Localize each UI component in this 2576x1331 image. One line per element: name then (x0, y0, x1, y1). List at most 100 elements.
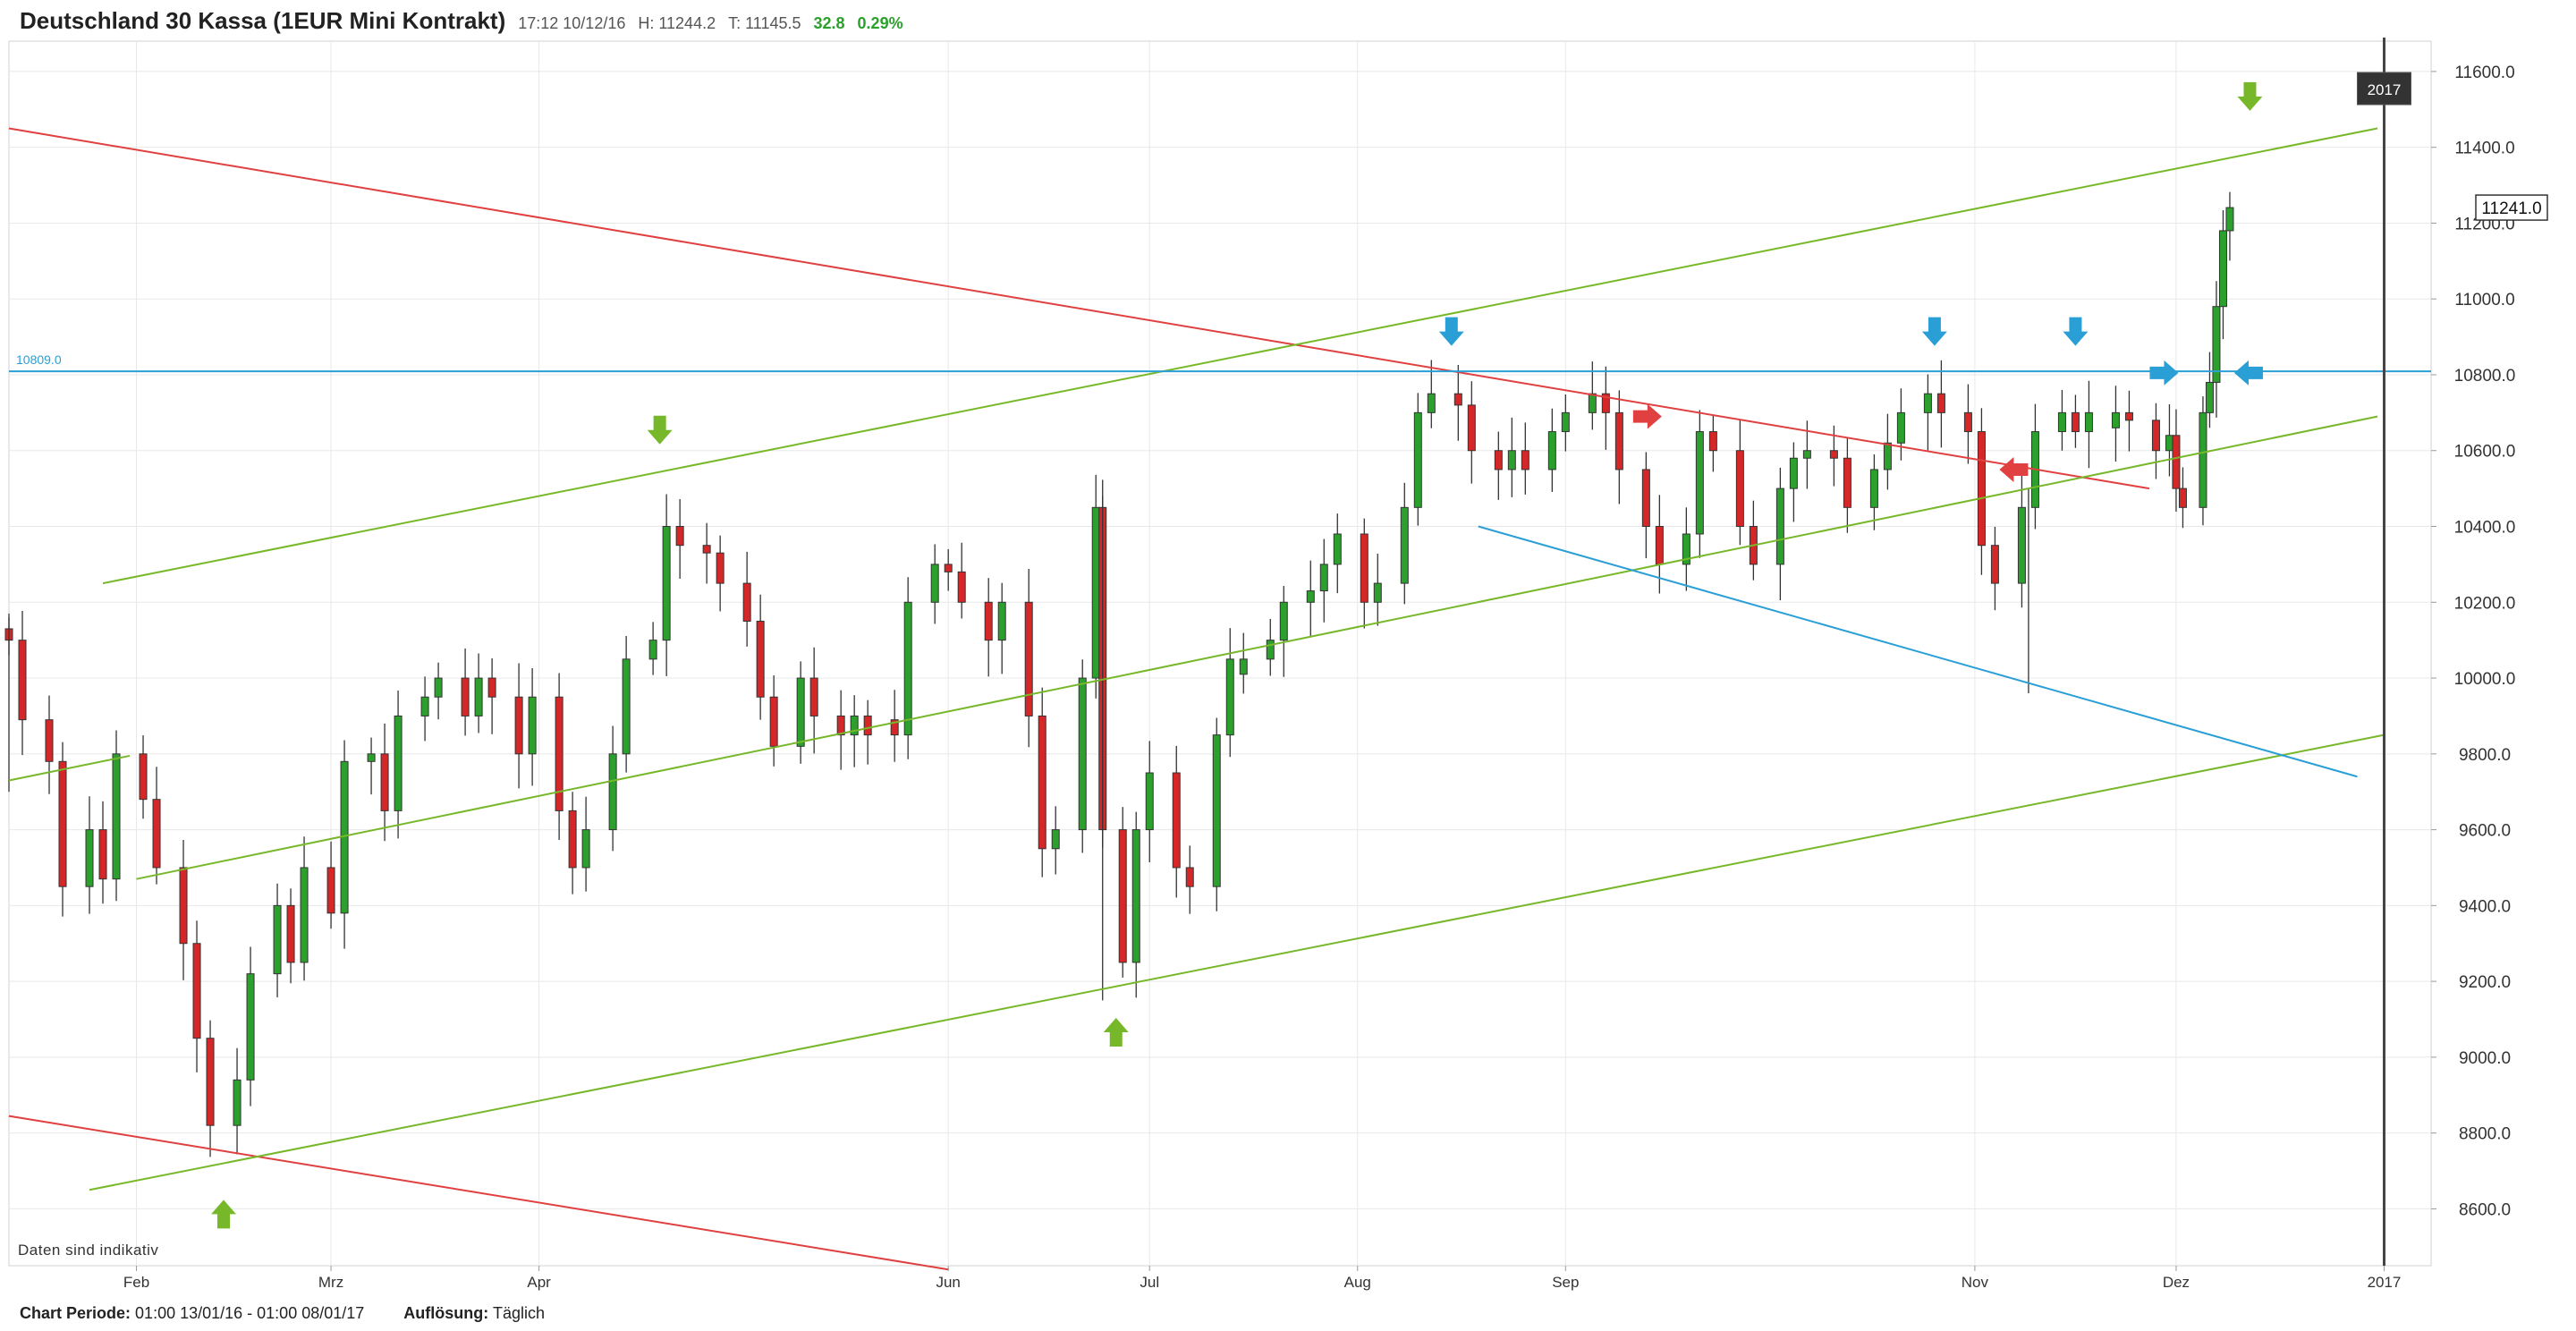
candle-body (2124, 411, 2133, 421)
year-marker-box (2356, 72, 2411, 106)
candle-body (1333, 533, 1342, 565)
candle-body (756, 620, 765, 698)
candle-body (903, 601, 912, 736)
candle-body (675, 526, 684, 547)
candle-body (1306, 590, 1315, 603)
quote-low: T: 11145.5 (728, 14, 801, 32)
x-tick-label: Dez (2163, 1274, 2190, 1291)
candle-body (1145, 772, 1154, 831)
candle-body (1467, 404, 1476, 452)
candle-body (152, 799, 161, 869)
plot-area (8, 40, 2432, 1267)
chart-header: Deutschland 30 Kassa (1EUR Mini Kontrakt… (20, 7, 903, 39)
y-tick-label: 9600.0 (2459, 822, 2511, 841)
candle-body (85, 829, 94, 887)
candle-body (1789, 457, 1798, 489)
candle-body (1118, 829, 1127, 963)
candle-body (1883, 442, 1892, 471)
candle-body (2212, 306, 2221, 383)
candle-body (1078, 677, 1087, 831)
candle-body (1655, 526, 1664, 565)
candle-body (300, 867, 309, 963)
candle-body (112, 753, 121, 880)
candle-body (836, 715, 845, 736)
candle-body (1185, 867, 1194, 887)
candle-body (487, 677, 496, 698)
candle-body (581, 829, 590, 869)
candle-body (286, 904, 295, 963)
candlestick-chart[interactable]: 8600.0 8800.0 9000.0 9200.0 9400.0 9600.0 9800… (0, 0, 2576, 1297)
candle-body (2165, 435, 2174, 452)
candle-body (139, 753, 148, 801)
change-percent: 0.29% (857, 14, 903, 32)
blue-arrow-down-icon (1921, 317, 1947, 346)
candle-body (568, 810, 577, 869)
candle-body (1682, 533, 1690, 565)
x-tick-label: 2017 (2368, 1274, 2402, 1291)
candle-body (1923, 393, 1932, 413)
candle-body (555, 696, 564, 811)
candle-body (474, 677, 483, 716)
candle-body (58, 760, 67, 887)
x-tick-label: Jun (936, 1274, 960, 1291)
candle-body (1212, 734, 1221, 887)
y-tick-label: 11000.0 (2454, 291, 2514, 309)
candle-body (1413, 411, 1422, 508)
candle-body (1279, 601, 1288, 641)
candle-body (206, 1038, 215, 1126)
candle-body (1038, 715, 1046, 850)
y-tick-label: 9200.0 (2459, 973, 2511, 992)
candle-body (2205, 381, 2214, 413)
candle-body (1427, 393, 1436, 413)
y-tick-label: 11600.0 (2454, 64, 2514, 82)
y-tick-label: 10400.0 (2454, 519, 2516, 538)
candle-body (514, 696, 523, 755)
candle-body (1131, 829, 1140, 963)
candle-body (528, 696, 537, 755)
candle-body (1172, 772, 1181, 869)
red-arrow-left-icon (1999, 456, 2029, 482)
trend-line-green (89, 733, 2385, 1191)
candle-body (1561, 411, 1570, 433)
candle-body (1051, 829, 1060, 850)
candle-body (1977, 431, 1986, 547)
candle-body (1453, 393, 1462, 406)
candle-body (1936, 393, 1945, 413)
candle-body (434, 677, 443, 698)
candle-body (997, 601, 1006, 641)
candle-body (984, 601, 993, 641)
candle-body (957, 571, 966, 603)
candle-body (1802, 450, 1811, 459)
candle-body (2151, 420, 2160, 452)
x-tick-label: Jul (1140, 1274, 1159, 1291)
trend-line-green (8, 754, 131, 782)
trend-line-green (136, 415, 2378, 880)
period-value: 01:00 13/01/16 - 01:00 08/01/17 (135, 1304, 365, 1322)
candle-body (930, 564, 939, 603)
candle-body (1869, 469, 1878, 508)
candle-body (2172, 435, 2181, 489)
candles (4, 191, 2234, 1157)
x-tick-label: Feb (123, 1274, 149, 1291)
green-arrow-down-icon (2237, 81, 2263, 111)
y-tick-label: 10600.0 (2454, 443, 2516, 462)
candle-body (1896, 411, 1905, 444)
y-tick-label: 10000.0 (2454, 670, 2516, 689)
candle-body (394, 715, 402, 811)
resolution-value: Täglich (492, 1304, 545, 1322)
candle-body (1614, 411, 1623, 471)
candle-body (1225, 658, 1234, 736)
last-price-label: 11241.0 (2481, 199, 2541, 218)
candle-body (192, 943, 201, 1039)
change-absolute: 32.8 (813, 14, 845, 32)
candle-body (1494, 450, 1503, 471)
candle-body (2199, 411, 2207, 508)
candle-body (796, 677, 805, 747)
last-price-box (2475, 194, 2548, 221)
trend-line-red (8, 127, 2150, 490)
trend-line-red (8, 1115, 949, 1271)
resolution-label: Auflösung: (403, 1304, 489, 1322)
resistance-label: 10809.0 (16, 352, 62, 367)
candle-body (1547, 431, 1556, 471)
candle-body (622, 658, 631, 755)
